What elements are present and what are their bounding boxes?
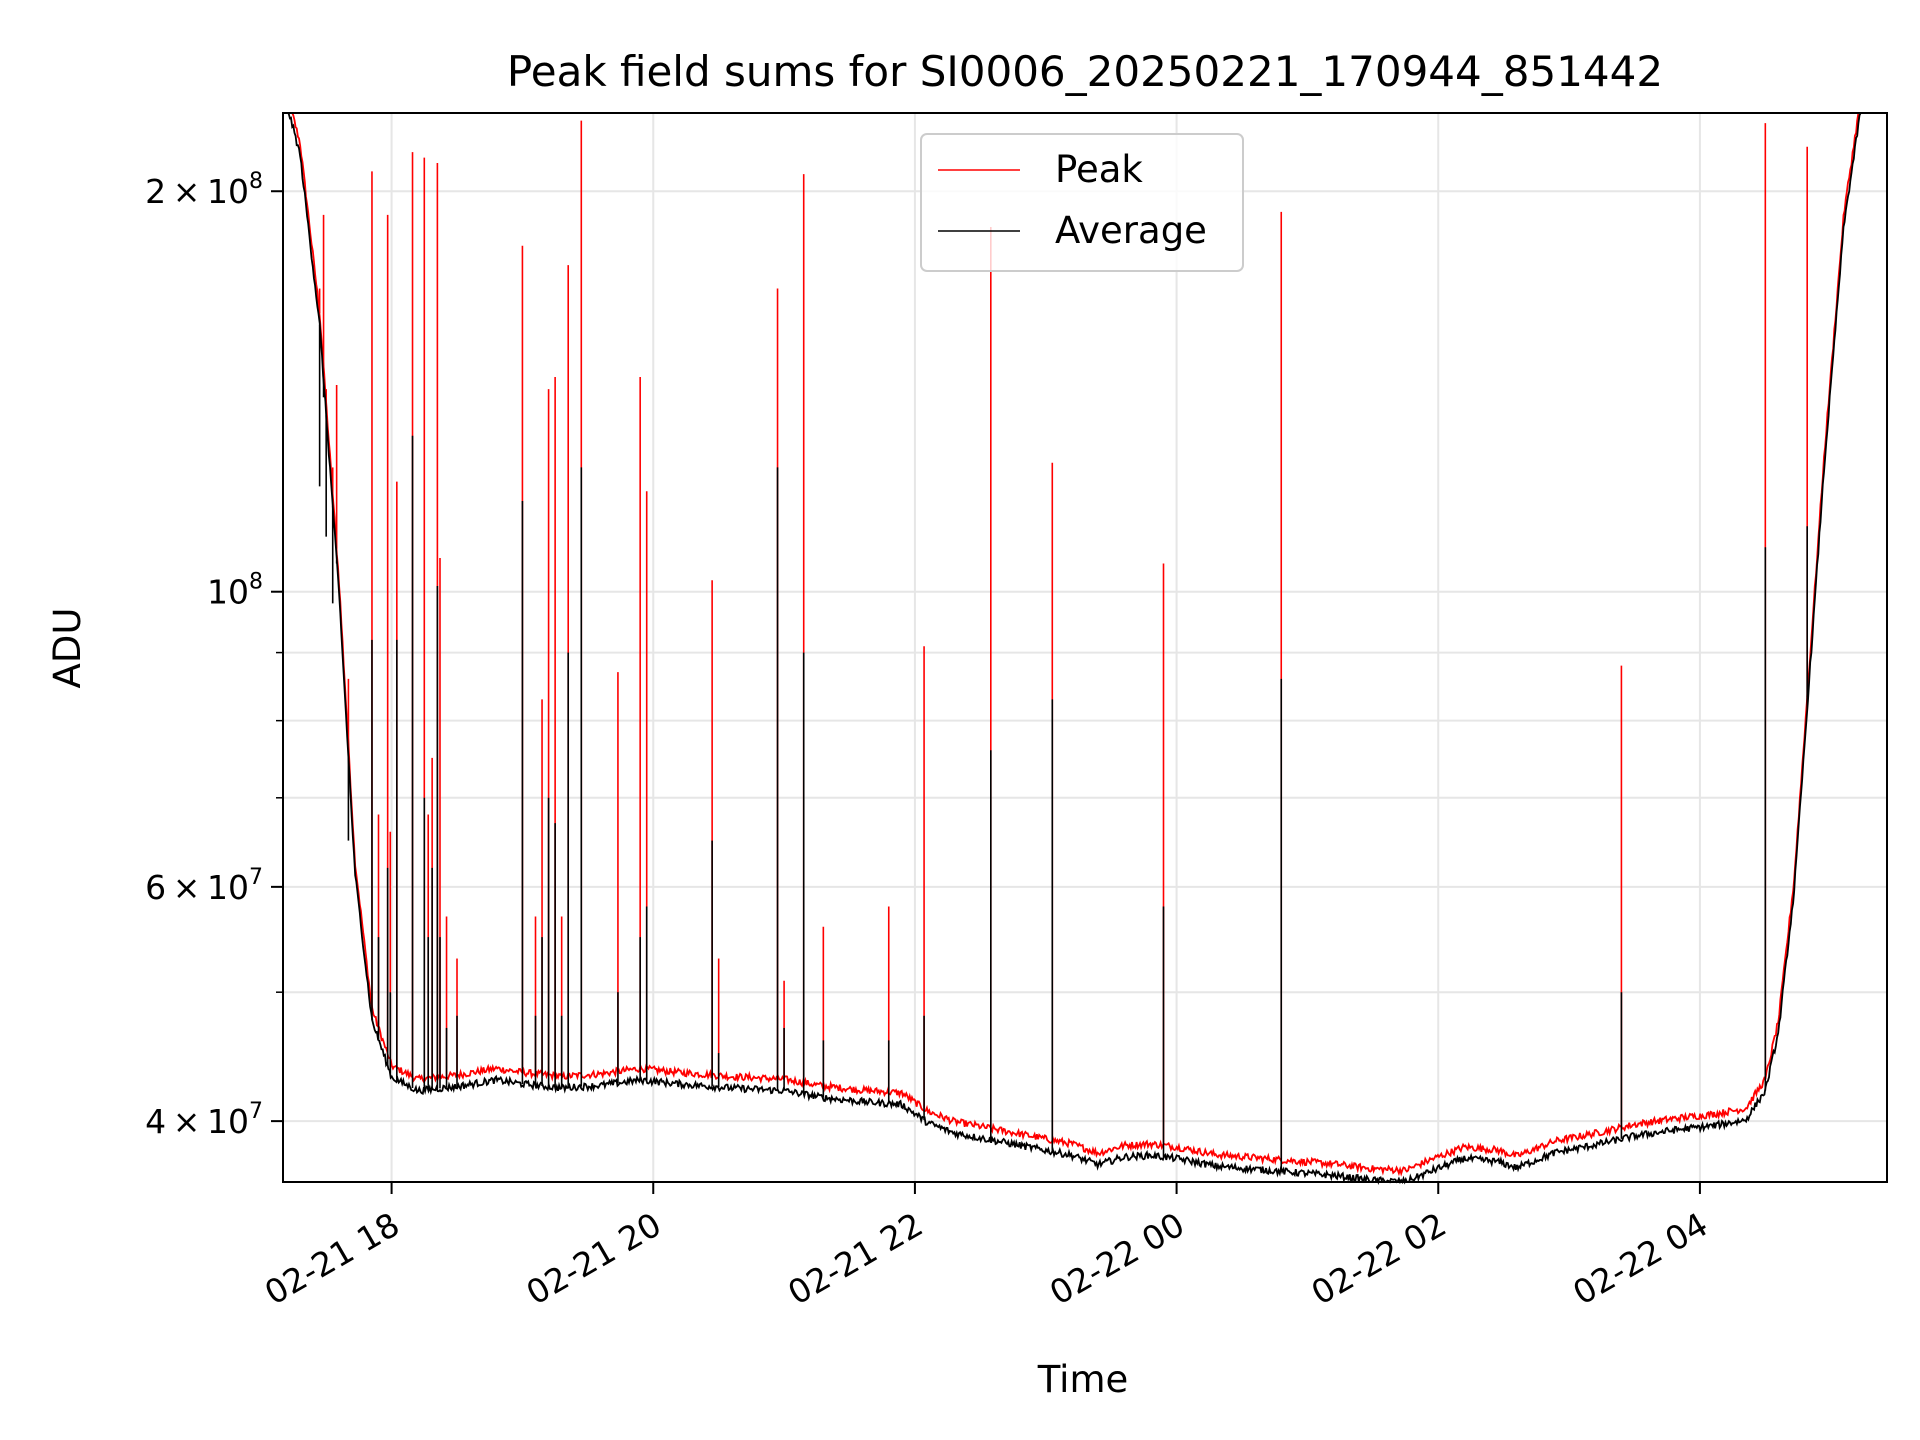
y-tick-label: 2 × 108 (145, 169, 263, 211)
y-tick-label: 108 (207, 570, 263, 612)
y-axis: 4 × 107 6 × 107 108 2 × 108 (145, 169, 283, 1141)
legend-label-average: Average (1055, 209, 1207, 252)
y-tick-label: 4 × 107 (145, 1099, 263, 1141)
series-layer (283, 112, 1887, 1185)
x-axis-label: Time (1037, 1358, 1129, 1401)
legend: Peak Average (920, 133, 1244, 272)
legend-box (920, 133, 1244, 272)
series-average (283, 112, 1887, 1185)
line-peak (283, 112, 1887, 1177)
legend-label-peak: Peak (1055, 148, 1143, 191)
plot-frame (282, 112, 1888, 1183)
y-axis-label: ADU (46, 608, 89, 689)
chart-title: Peak field sums for SI0006_20250221_1709… (507, 47, 1663, 96)
line-average (283, 112, 1887, 1185)
y-tick-label: 6 × 107 (145, 865, 263, 907)
